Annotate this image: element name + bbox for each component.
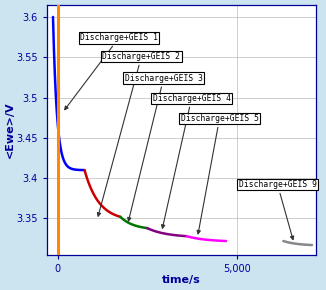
Text: Discharge+GEIS 9: Discharge+GEIS 9: [239, 180, 317, 240]
Text: Discharge+GEIS 2: Discharge+GEIS 2: [97, 52, 180, 216]
Text: Discharge+GEIS 5: Discharge+GEIS 5: [181, 114, 259, 234]
Text: Discharge+GEIS 1: Discharge+GEIS 1: [65, 33, 158, 110]
Y-axis label: <Ewe>/V: <Ewe>/V: [5, 102, 15, 158]
Text: Discharge+GEIS 3: Discharge+GEIS 3: [125, 74, 203, 221]
X-axis label: time/s: time/s: [162, 275, 200, 285]
Text: Discharge+GEIS 4: Discharge+GEIS 4: [153, 94, 230, 228]
